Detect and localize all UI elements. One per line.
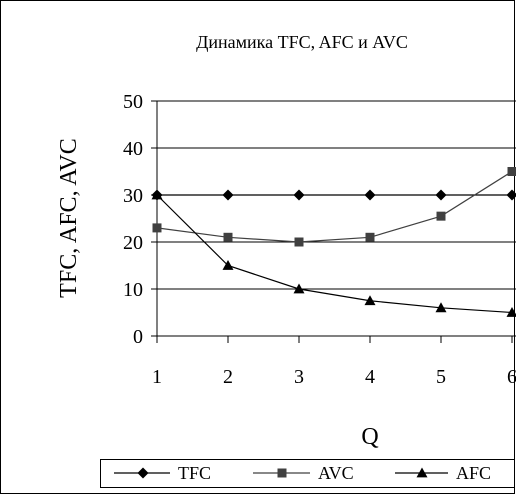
series-avc [152, 167, 516, 247]
y-tick-label: 0 [133, 326, 143, 348]
x-tick-label: 3 [294, 366, 304, 388]
legend-marker-triangle [416, 467, 428, 478]
y-tick-label: 30 [123, 185, 143, 207]
y-tick-label: 50 [123, 91, 143, 113]
x-tick-label: 4 [365, 366, 375, 388]
legend-item-avc: AVC [253, 463, 354, 483]
data-point-avc [294, 237, 304, 247]
data-point-tfc [293, 189, 305, 201]
y-tick-label: 40 [123, 138, 143, 160]
legend-marker-square [277, 468, 287, 478]
data-point-avc [436, 211, 446, 221]
y-tick-label: 20 [123, 232, 143, 254]
data-point-avc [223, 232, 233, 242]
chart-title: Динамика TFC, AFC и AVC [196, 32, 408, 52]
x-axis-label: Q [361, 424, 378, 450]
legend-label: AFC [456, 463, 491, 483]
x-tick-label: 6 [507, 366, 516, 388]
data-point-tfc [222, 189, 234, 201]
series-line-afc [156, 194, 513, 314]
x-tick-label: 1 [152, 366, 162, 388]
y-tick-label: 10 [123, 279, 143, 301]
data-point-tfc [435, 189, 447, 201]
data-point-tfc [506, 189, 516, 201]
y-tick-labels: 0 10 20 30 40 50 [123, 91, 143, 348]
data-point-afc [364, 295, 376, 306]
series-group [151, 167, 516, 317]
legend-label: TFC [178, 463, 211, 483]
data-point-afc [506, 307, 516, 317]
series-line-avc [156, 170, 513, 243]
data-point-avc [152, 223, 162, 233]
legend-item-afc: AFC [395, 463, 491, 483]
data-point-tfc [364, 189, 376, 201]
legend-items: TFC AVC AFC [114, 463, 491, 483]
data-point-afc [435, 302, 447, 313]
data-point-avc [507, 167, 516, 176]
x-tick-labels: 1 2 3 4 5 6 [152, 366, 516, 388]
legend-item-tfc: TFC [114, 463, 211, 483]
data-point-afc [222, 260, 234, 270]
x-tick-label: 2 [223, 366, 233, 388]
data-point-afc [151, 189, 163, 200]
legend: TFC AVC AFC [100, 459, 515, 488]
data-point-afc [293, 283, 305, 294]
y-axis-label: TFC, AFC, AVC [56, 138, 82, 298]
x-tick-label: 5 [436, 366, 446, 388]
data-point-avc [365, 232, 375, 242]
legend-marker-diamond [137, 467, 149, 479]
series-afc [151, 189, 516, 317]
legend-label: AVC [318, 463, 354, 483]
